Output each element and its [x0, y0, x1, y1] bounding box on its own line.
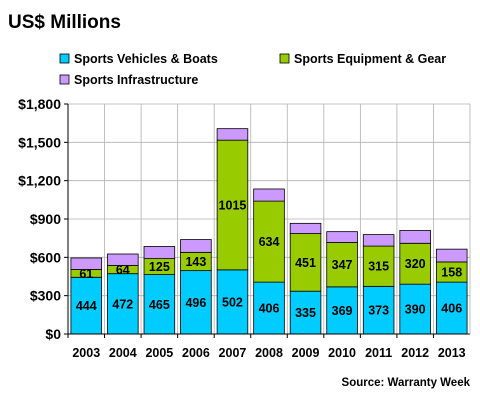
x-tick-label: 2005 [145, 346, 173, 360]
bar-segment [362, 234, 395, 247]
y-tick-label: $1,200 [18, 173, 61, 189]
data-label: 502 [222, 295, 243, 309]
data-label: 320 [405, 257, 426, 271]
bar-segment [216, 269, 249, 335]
bar-segment [289, 222, 322, 234]
data-label: 406 [259, 302, 280, 316]
data-label: 451 [295, 256, 316, 270]
bar-segment [289, 233, 322, 292]
x-tick-label: 2003 [72, 346, 100, 360]
bar-segment [143, 246, 176, 260]
data-label: 64 [116, 263, 130, 277]
y-tick-label: $0 [45, 326, 61, 342]
x-tick-label: 2009 [292, 346, 320, 360]
x-tick-label: 2012 [401, 346, 429, 360]
data-label: 373 [368, 304, 389, 318]
data-label: 143 [185, 255, 206, 269]
x-tick-label: 2006 [182, 346, 210, 360]
x-tick-label: 2011 [365, 346, 392, 360]
bar-segment [326, 231, 358, 243]
data-label: 125 [149, 260, 170, 274]
data-label: 465 [149, 298, 170, 312]
x-tick-label: 2007 [219, 346, 247, 360]
legend-swatch [279, 53, 290, 64]
bar-segment [107, 273, 139, 335]
data-label: 472 [112, 297, 133, 311]
bar-segment [362, 245, 395, 287]
bar-segment [253, 200, 285, 283]
bar-segment [70, 257, 103, 270]
bar-segment [399, 283, 431, 335]
x-tick-label: 2010 [328, 346, 356, 360]
legend-swatch [59, 53, 70, 64]
y-tick-label: $1,800 [18, 96, 61, 112]
data-label: 634 [259, 235, 280, 249]
bar-segment [180, 270, 212, 335]
data-label: 496 [185, 296, 206, 310]
legend-label: Sports Vehicles & Boats [74, 52, 218, 66]
bar-segment [216, 128, 249, 141]
data-label: 369 [332, 304, 353, 318]
x-tick-label: 2013 [438, 346, 466, 360]
data-label: 61 [79, 267, 93, 281]
bar-segment [399, 230, 431, 244]
bar-segment [253, 281, 285, 335]
x-tick-label: 2004 [109, 346, 137, 360]
data-label: 335 [295, 306, 316, 320]
bar-segment [253, 188, 285, 202]
x-tick-label: 2008 [255, 346, 283, 360]
bar-segment [107, 253, 139, 266]
data-label: 406 [441, 302, 462, 316]
bar-segment [216, 139, 249, 271]
data-label: 444 [76, 299, 97, 313]
legend-label: Sports Infrastructure [74, 73, 198, 87]
y-tick-label: $300 [30, 288, 61, 304]
data-label: 390 [405, 303, 426, 317]
data-label: 158 [441, 266, 462, 280]
y-tick-label: $900 [30, 211, 61, 227]
y-tick-label: $600 [30, 249, 61, 265]
bar-segment [180, 239, 212, 253]
source-note: Source: Warranty Week [342, 377, 471, 389]
legend-swatch [59, 74, 70, 85]
data-label: 315 [368, 260, 389, 274]
bar-segment [435, 281, 468, 335]
chart-title: US$ Millions [8, 12, 121, 33]
data-label: 1015 [219, 199, 247, 213]
bar-segment [435, 248, 468, 263]
legend-label: Sports Equipment & Gear [294, 52, 446, 66]
y-tick-label: $1,500 [18, 134, 61, 150]
data-label: 347 [332, 258, 353, 272]
